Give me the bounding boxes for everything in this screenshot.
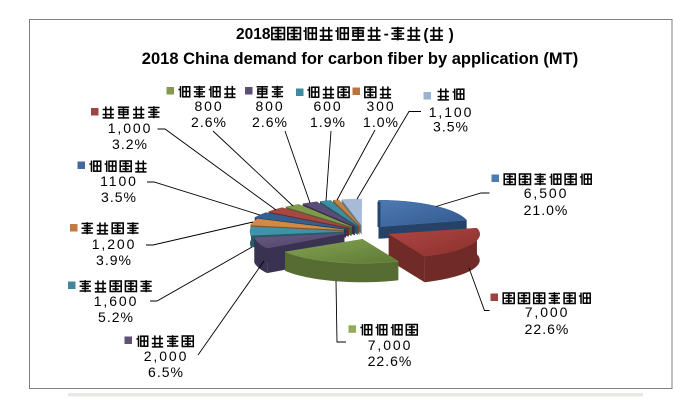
svg-text:3.9%: 3.9% xyxy=(96,252,132,268)
svg-text:1,600: 1,600 xyxy=(94,293,139,309)
svg-text:800: 800 xyxy=(255,98,284,114)
svg-text:3.5%: 3.5% xyxy=(433,119,469,135)
svg-text:22.6%: 22.6% xyxy=(525,321,570,337)
svg-text:5.2%: 5.2% xyxy=(98,309,134,325)
svg-text:2.6%: 2.6% xyxy=(191,114,227,130)
svg-text:600: 600 xyxy=(313,98,342,114)
svg-text:7,000: 7,000 xyxy=(525,304,570,320)
svg-text:1.9%: 1.9% xyxy=(310,114,346,130)
svg-text:2018 China demand for carbon f: 2018 China demand for carbon fiber by ap… xyxy=(142,50,578,68)
svg-text:-: - xyxy=(384,26,389,43)
svg-text:3.2%: 3.2% xyxy=(112,136,148,152)
svg-text:(: ( xyxy=(423,27,429,44)
svg-text:800: 800 xyxy=(194,98,223,114)
svg-text:7,000: 7,000 xyxy=(368,337,413,353)
svg-text:2,000: 2,000 xyxy=(144,348,189,364)
svg-text:1100: 1100 xyxy=(100,173,138,189)
svg-text:6.5%: 6.5% xyxy=(148,364,184,380)
svg-text:6,500: 6,500 xyxy=(524,185,569,201)
svg-text:2.6%: 2.6% xyxy=(252,114,288,130)
svg-text:2018: 2018 xyxy=(236,26,271,43)
svg-text:3.5%: 3.5% xyxy=(101,189,137,205)
svg-text:21.0%: 21.0% xyxy=(524,202,569,218)
svg-text:1,100: 1,100 xyxy=(429,104,474,120)
svg-text:300: 300 xyxy=(366,98,395,114)
svg-text:1,200: 1,200 xyxy=(92,236,137,252)
svg-text:1,000: 1,000 xyxy=(108,120,153,136)
svg-text:22.6%: 22.6% xyxy=(368,353,413,369)
svg-text:): ) xyxy=(449,27,454,44)
svg-text:1.0%: 1.0% xyxy=(363,114,399,130)
